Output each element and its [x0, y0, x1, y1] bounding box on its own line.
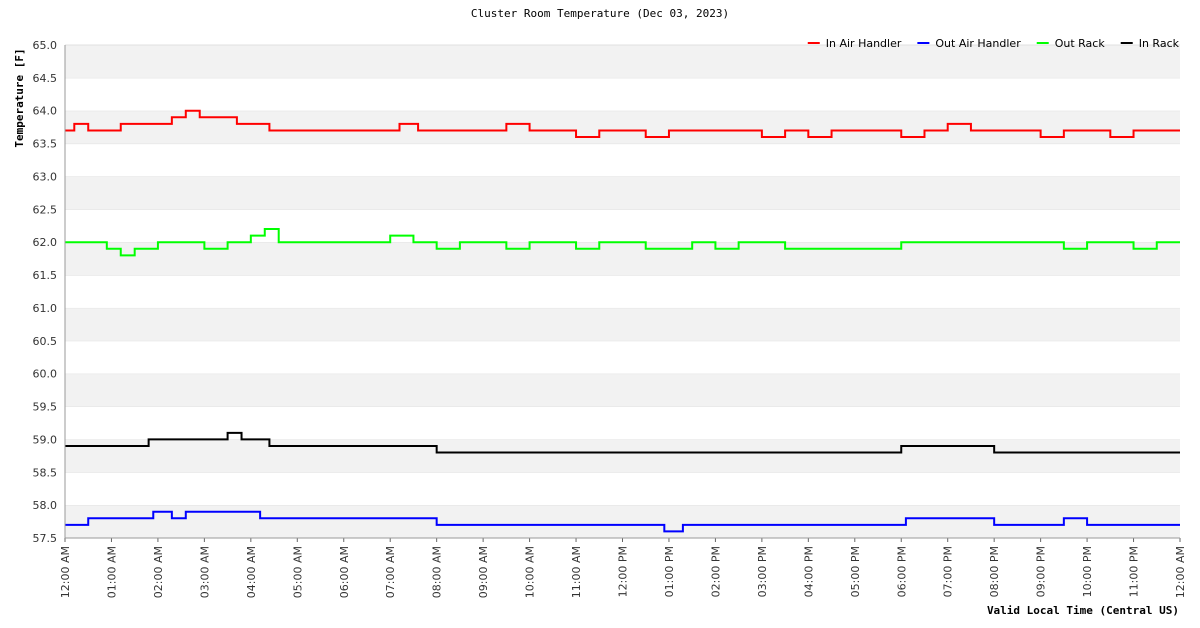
- grid-bands: [65, 44, 1180, 538]
- x-tick-label: 07:00 AM: [384, 546, 397, 598]
- x-tick-label: 05:00 PM: [849, 546, 862, 597]
- y-tick-label: 60.0: [33, 368, 58, 381]
- grid-band: [65, 275, 1180, 308]
- x-tick-label: 02:00 PM: [709, 546, 722, 597]
- y-tick-label: 61.0: [33, 302, 58, 315]
- series-line: [65, 431, 1180, 454]
- series-line: [65, 109, 1180, 139]
- grid-band: [65, 110, 1180, 144]
- x-tick-label: 07:00 PM: [942, 546, 955, 597]
- x-tick-label: 09:00 AM: [477, 546, 490, 598]
- y-tick-label: 59.0: [33, 433, 58, 446]
- x-axis-ticks: 12:00 AM 01:00 AM 02:00 AM 03:00 AM 04:00 AM…: [59, 538, 1187, 598]
- y-tick-label: 57.5: [33, 532, 58, 545]
- grid-band: [65, 505, 1180, 538]
- y-tick-label: 62.0: [33, 236, 58, 249]
- grid-band: [65, 45, 1180, 78]
- y-tick-label: 64.0: [33, 105, 58, 118]
- y-axis-ticks: 57.5 58.0 58.5 59.0 59.5 60.0 60.5 61.0 61.5 62.0…: [33, 39, 58, 545]
- x-tick-label: 08:00 PM: [988, 546, 1001, 597]
- grid-band: [65, 176, 1180, 210]
- grid-band: [65, 209, 1180, 243]
- legend-item: In Air Handler: [807, 37, 902, 50]
- series-lines: [65, 109, 1180, 533]
- y-tick-label: 63.5: [33, 138, 58, 151]
- x-tick-label: 11:00 AM: [570, 546, 583, 598]
- legend: In Air Handler Out Air Handler Out Rack In …: [807, 37, 1180, 50]
- x-tick-label: 12:00 AM: [1174, 546, 1187, 598]
- series-line: [65, 228, 1180, 257]
- y-tick-label: 65.0: [33, 39, 58, 52]
- x-tick-label: 09:00 PM: [1035, 546, 1048, 597]
- grid-band: [65, 340, 1180, 374]
- y-tick-label: 61.5: [33, 269, 58, 282]
- y-tick-label: 60.5: [33, 335, 58, 348]
- grid-band: [65, 307, 1180, 341]
- x-tick-label: 10:00 PM: [1081, 546, 1094, 597]
- grid-band: [65, 143, 1180, 177]
- x-tick-label: 08:00 AM: [431, 546, 444, 598]
- grid-band: [65, 472, 1180, 506]
- x-tick-label: 05:00 AM: [291, 546, 304, 598]
- legend-label: In Air Handler: [826, 37, 902, 50]
- grid-band: [65, 77, 1180, 111]
- series-line: [65, 510, 1180, 533]
- x-tick-label: 12:00 PM: [617, 546, 630, 597]
- x-tick-label: 02:00 AM: [152, 546, 165, 598]
- y-tick-label: 59.5: [33, 401, 58, 414]
- grid-band: [65, 242, 1180, 276]
- grid-band: [65, 406, 1180, 440]
- x-tick-label: 03:00 AM: [198, 546, 211, 598]
- x-axis-label: Valid Local Time (Central US): [987, 604, 1179, 617]
- y-tick-label: 58.5: [33, 466, 58, 479]
- y-tick-label: 63.0: [33, 170, 58, 183]
- legend-label: Out Rack: [1055, 37, 1106, 50]
- x-tick-label: 12:00 AM: [59, 546, 72, 598]
- y-tick-label: 62.5: [33, 203, 58, 216]
- y-tick-label: 58.0: [33, 499, 58, 512]
- legend-item: Out Rack: [1036, 37, 1106, 50]
- x-tick-label: 01:00 PM: [663, 546, 676, 597]
- grid-band: [65, 373, 1180, 407]
- x-tick-label: 10:00 AM: [524, 546, 537, 598]
- x-tick-label: 04:00 AM: [245, 546, 258, 598]
- legend-item: Out Air Handler: [917, 37, 1021, 50]
- x-tick-label: 01:00 AM: [105, 546, 118, 598]
- axes: [64, 45, 1180, 539]
- chart-title: Cluster Room Temperature (Dec 03, 2023): [471, 7, 729, 20]
- x-tick-label: 03:00 PM: [756, 546, 769, 597]
- grid-band: [65, 439, 1180, 473]
- x-tick-label: 06:00 AM: [338, 546, 351, 598]
- legend-label: Out Air Handler: [935, 37, 1021, 50]
- x-tick-label: 06:00 PM: [895, 546, 908, 597]
- x-tick-label: 04:00 PM: [802, 546, 815, 597]
- y-axis-label: Temperature [F]: [13, 48, 26, 147]
- legend-item: In Rack: [1120, 37, 1180, 50]
- legend-label: In Rack: [1139, 37, 1180, 50]
- y-tick-label: 64.5: [33, 72, 58, 85]
- x-tick-label: 11:00 PM: [1128, 546, 1141, 597]
